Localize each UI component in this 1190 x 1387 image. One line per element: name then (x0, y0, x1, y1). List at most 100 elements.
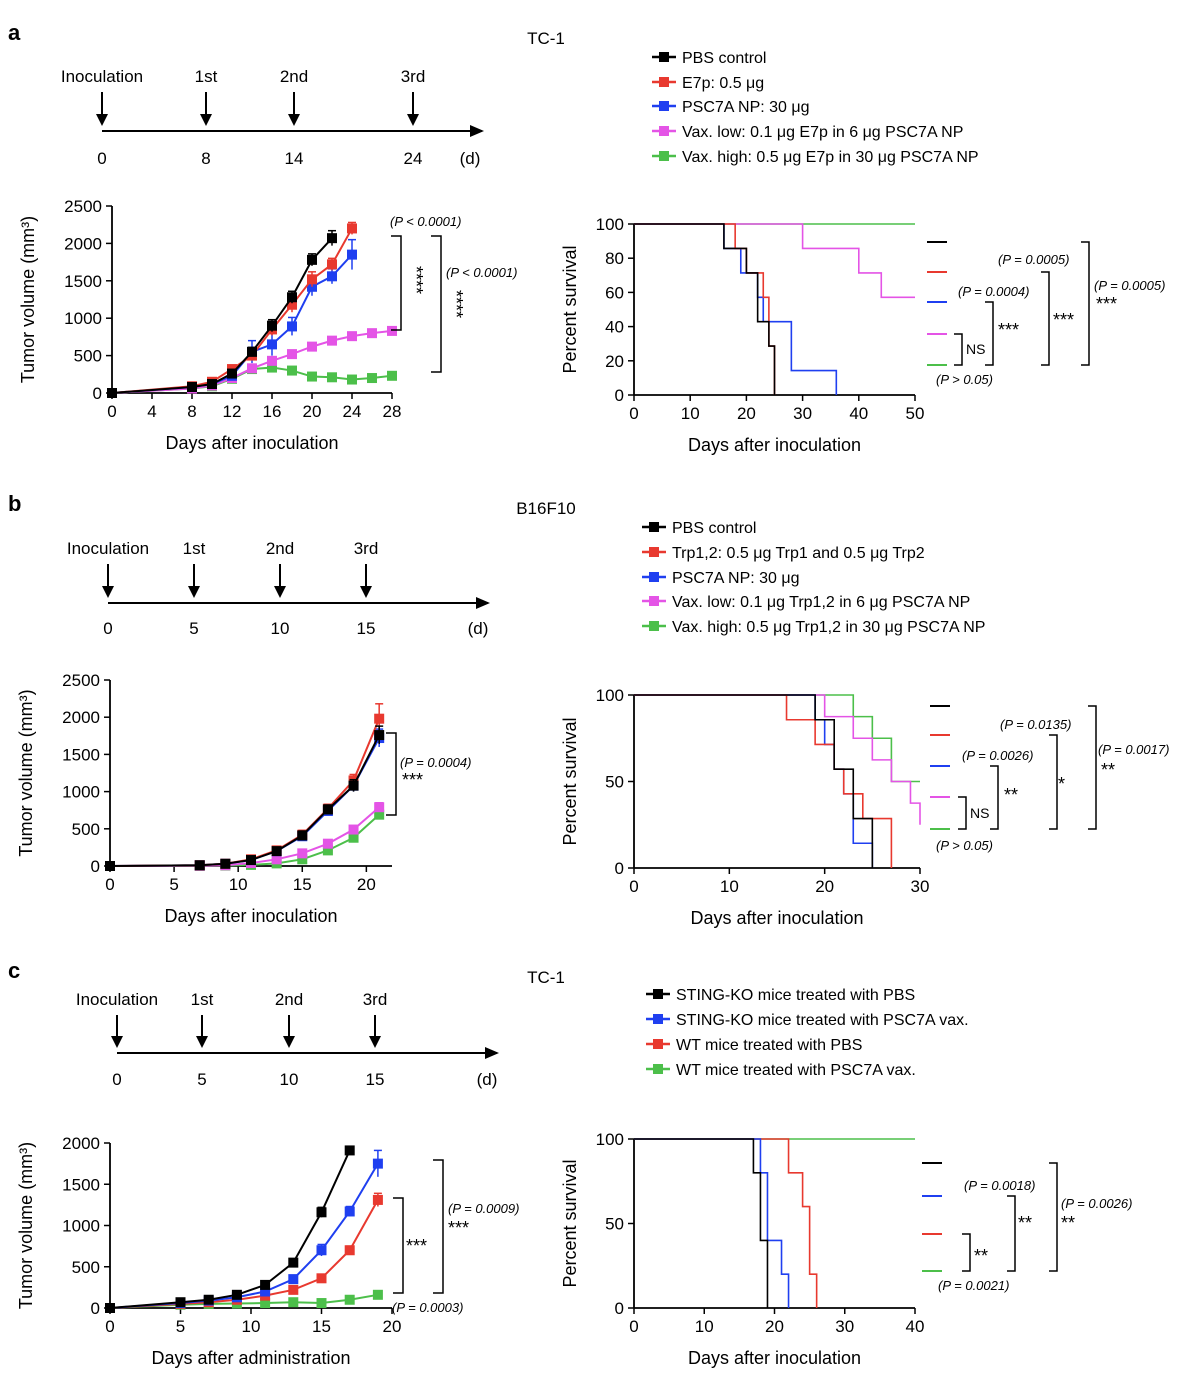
timeline-day-label: 15 (357, 619, 376, 638)
timeline-day-label: 8 (201, 149, 210, 168)
panel-label: b (8, 491, 21, 516)
y-axis-label: Tumor volume (mm³) (16, 689, 36, 856)
x-tick-label: 10 (681, 404, 700, 423)
timeline-event-label: 2nd (280, 67, 308, 86)
x-tick-label: 12 (223, 402, 242, 421)
data-point (194, 860, 205, 871)
survival-curve (634, 1138, 818, 1308)
y-axis-label: Percent survival (560, 245, 580, 373)
legend-item: Vax. high: 0.5 μg Trp1,2 in 30 μg PSC7A … (642, 619, 985, 636)
data-point (316, 1298, 327, 1309)
data-point (347, 249, 357, 260)
y-tick-label: 2500 (64, 197, 102, 216)
significance-bracket (1081, 241, 1090, 366)
data-point (327, 259, 337, 270)
x-tick-label: 10 (229, 875, 248, 894)
timeline-arrowhead (470, 125, 484, 137)
legend-item: Vax. low: 0.1 μg Trp1,2 in 6 μg PSC7A NP (642, 594, 970, 611)
legend-item: Trp1,2: 0.5 μg Trp1 and 0.5 μg Trp2 (642, 545, 925, 562)
legend-marker (659, 151, 669, 161)
p-value-label: (P < 0.0001) (446, 265, 517, 280)
timeline-event-arrowhead (274, 586, 286, 598)
legend-label: PSC7A NP: 30 μg (672, 570, 800, 587)
timeline: Inoculation 0 1st 8 2nd 14 3rd (61, 67, 484, 168)
x-tick-label: 15 (312, 1317, 331, 1336)
y-tick-label: 50 (605, 773, 624, 792)
legend-label: PSC7A NP: 30 μg (682, 99, 810, 116)
x-tick-label: 15 (293, 875, 312, 894)
legend-item: PBS control (642, 520, 756, 537)
legend-item: PSC7A NP: 30 μg (642, 570, 800, 587)
timeline-day-label: 14 (285, 149, 304, 168)
timeline-event-label: 3rd (363, 990, 388, 1009)
y-tick-label: 500 (72, 820, 100, 839)
significance-stars: **** (446, 290, 466, 318)
y-tick-label: 0 (91, 857, 100, 876)
data-point (267, 362, 277, 373)
timeline-event-label: Inoculation (61, 67, 143, 86)
significance-stars: ** (1004, 785, 1018, 805)
data-point (322, 838, 333, 849)
timeline-day-label: 0 (112, 1070, 121, 1089)
x-tick-label: 20 (383, 1317, 402, 1336)
legend-item: PBS control (652, 50, 766, 67)
significance-bracket (1007, 1195, 1016, 1272)
x-tick-label: 40 (906, 1317, 925, 1336)
tumor-significance-brackets: (P < 0.0001) **** (P < 0.0001) **** (390, 214, 517, 373)
tumor-volume-chart: 0 5 10 15 20 0 500 1000 1500 2000 Days after admin… (16, 1134, 401, 1368)
x-tick-label: 0 (629, 877, 638, 896)
x-tick-label: 8 (187, 402, 196, 421)
x-tick-label: 10 (695, 1317, 714, 1336)
data-point (348, 832, 359, 843)
legend-label: Vax. high: 0.5 μg E7p in 30 μg PSC7A NP (682, 149, 979, 166)
timeline-day-label: 15 (366, 1070, 385, 1089)
y-tick-label: 1500 (64, 272, 102, 291)
data-point (287, 349, 297, 360)
survival-significance-brackets: NS (P > 0.05) *** (P = 0.0004) *** (P = … (927, 241, 1165, 387)
y-axis-label: Percent survival (560, 1159, 580, 1287)
data-point (288, 1257, 299, 1268)
legend-marker (659, 126, 669, 136)
legend-marker (653, 1014, 663, 1024)
significance-bracket (386, 732, 397, 816)
survival-curve (634, 694, 921, 825)
legend: STING-KO mice treated with PBS STING-KO … (646, 987, 969, 1079)
data-point (220, 858, 231, 869)
legend-marker (653, 1039, 663, 1049)
data-point (307, 371, 317, 382)
x-tick-label: 20 (357, 875, 376, 894)
p-value-label: (P = 0.0003) (392, 1300, 463, 1315)
y-tick-label: 0 (91, 1299, 100, 1318)
data-point (316, 1207, 327, 1218)
p-value-label: (P = 0.0135) (1000, 717, 1071, 732)
survival-curve (634, 694, 920, 783)
panel-label: c (8, 958, 20, 983)
survival-curve (634, 1138, 790, 1308)
data-point (374, 802, 385, 813)
survival-curve (634, 223, 915, 299)
data-point (344, 1294, 355, 1305)
x-axis-label: Days after administration (151, 1348, 350, 1368)
y-tick-label: 2000 (62, 1134, 100, 1153)
timeline-event-arrowhead (102, 586, 114, 598)
y-tick-label: 1500 (62, 1175, 100, 1194)
significance-bracket (954, 333, 963, 366)
legend-label: STING-KO mice treated with PBS (676, 987, 915, 1004)
x-tick-label: 0 (105, 875, 114, 894)
y-tick-label: 60 (605, 283, 624, 302)
survival-chart: 0 10 20 30 40 0 50 100 Days after inoculation Per… (560, 1130, 924, 1368)
legend-item: E7p: 0.5 μg (652, 75, 764, 92)
timeline-event-label: 2nd (275, 990, 303, 1009)
legend-label: PBS control (682, 50, 766, 67)
timeline-event: 1st 8 (195, 67, 218, 168)
x-axis-label: Days after inoculation (690, 908, 863, 928)
significance-bracket (433, 1159, 444, 1294)
timeline: Inoculation 0 1st 5 2nd 10 3rd (67, 539, 490, 638)
significance-bracket (962, 1233, 971, 1272)
data-point (327, 372, 337, 383)
legend-label: Trp1,2: 0.5 μg Trp1 and 0.5 μg Trp2 (672, 545, 925, 562)
y-tick-label: 100 (596, 215, 624, 234)
panel-label: a (8, 20, 21, 45)
legend-item: PSC7A NP: 30 μg (652, 99, 810, 116)
timeline-event: 2nd 10 (275, 990, 303, 1089)
